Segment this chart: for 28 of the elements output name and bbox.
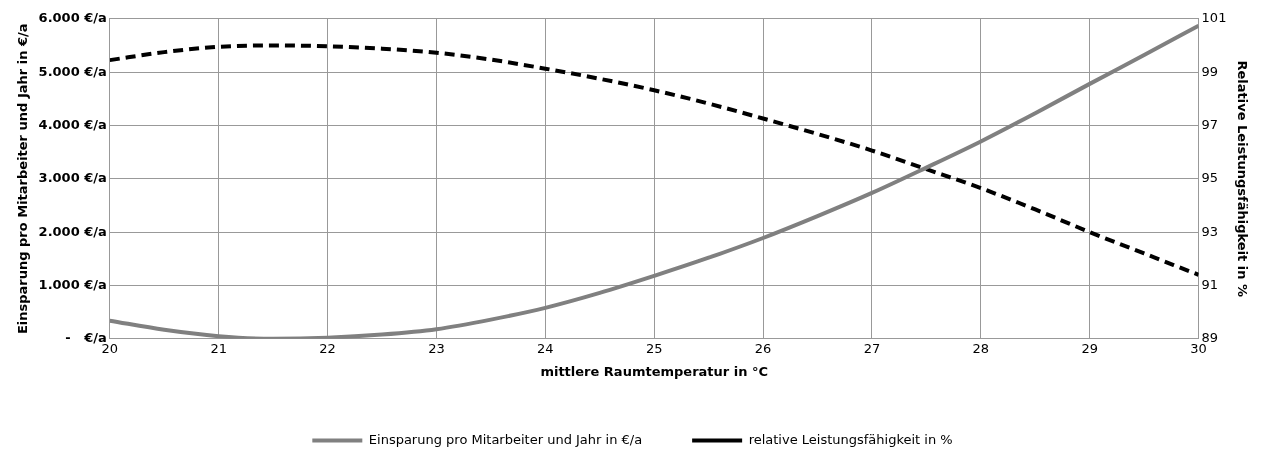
x-tick-label: 24 (537, 340, 554, 356)
y2-tick-label: 95 (1201, 170, 1219, 186)
y2-tick-label: 101 (1201, 10, 1227, 26)
x-tick-label: 25 (645, 340, 663, 356)
y-tick-label: 3.000 €/a (38, 170, 107, 186)
legend-label: relative Leistungsfähigkeit in % (748, 431, 953, 447)
y-tick-label: 2.000 €/a (38, 223, 107, 239)
y2-tick-label: 97 (1201, 116, 1219, 132)
x-tick-label: 29 (1081, 340, 1098, 356)
y-tick-label: 4.000 €/a (38, 116, 107, 132)
y2-tick-label: 99 (1201, 63, 1219, 79)
y2-tick-label: 91 (1201, 276, 1219, 292)
x-tick-label: 21 (210, 340, 227, 356)
line-series (109, 43, 1199, 277)
x-tick-label: 27 (863, 340, 881, 356)
x-tick-label: 22 (319, 340, 336, 356)
line-series (109, 23, 1199, 339)
y2-axis-title: Relative Leistungsfähigkeit in % (1234, 60, 1250, 298)
y-axis-title: Einsparung pro Mitarbeiter und Jahr in €/a (15, 23, 31, 335)
y2-tick-label: 93 (1201, 223, 1219, 239)
x-axis-title: mittlere Raumtemperatur in °C (540, 363, 768, 379)
y-tick-label: 5.000 €/a (38, 63, 107, 79)
y-tick-label: 1.000 €/a (38, 276, 107, 292)
x-tick-label: 23 (428, 340, 445, 356)
x-tick-label: 26 (754, 340, 772, 356)
y-tick-label: 6.000 €/a (38, 10, 107, 26)
x-tick-label: 28 (972, 340, 990, 356)
legend-label: Einsparung pro Mitarbeiter und Jahr in €/a (368, 431, 643, 447)
